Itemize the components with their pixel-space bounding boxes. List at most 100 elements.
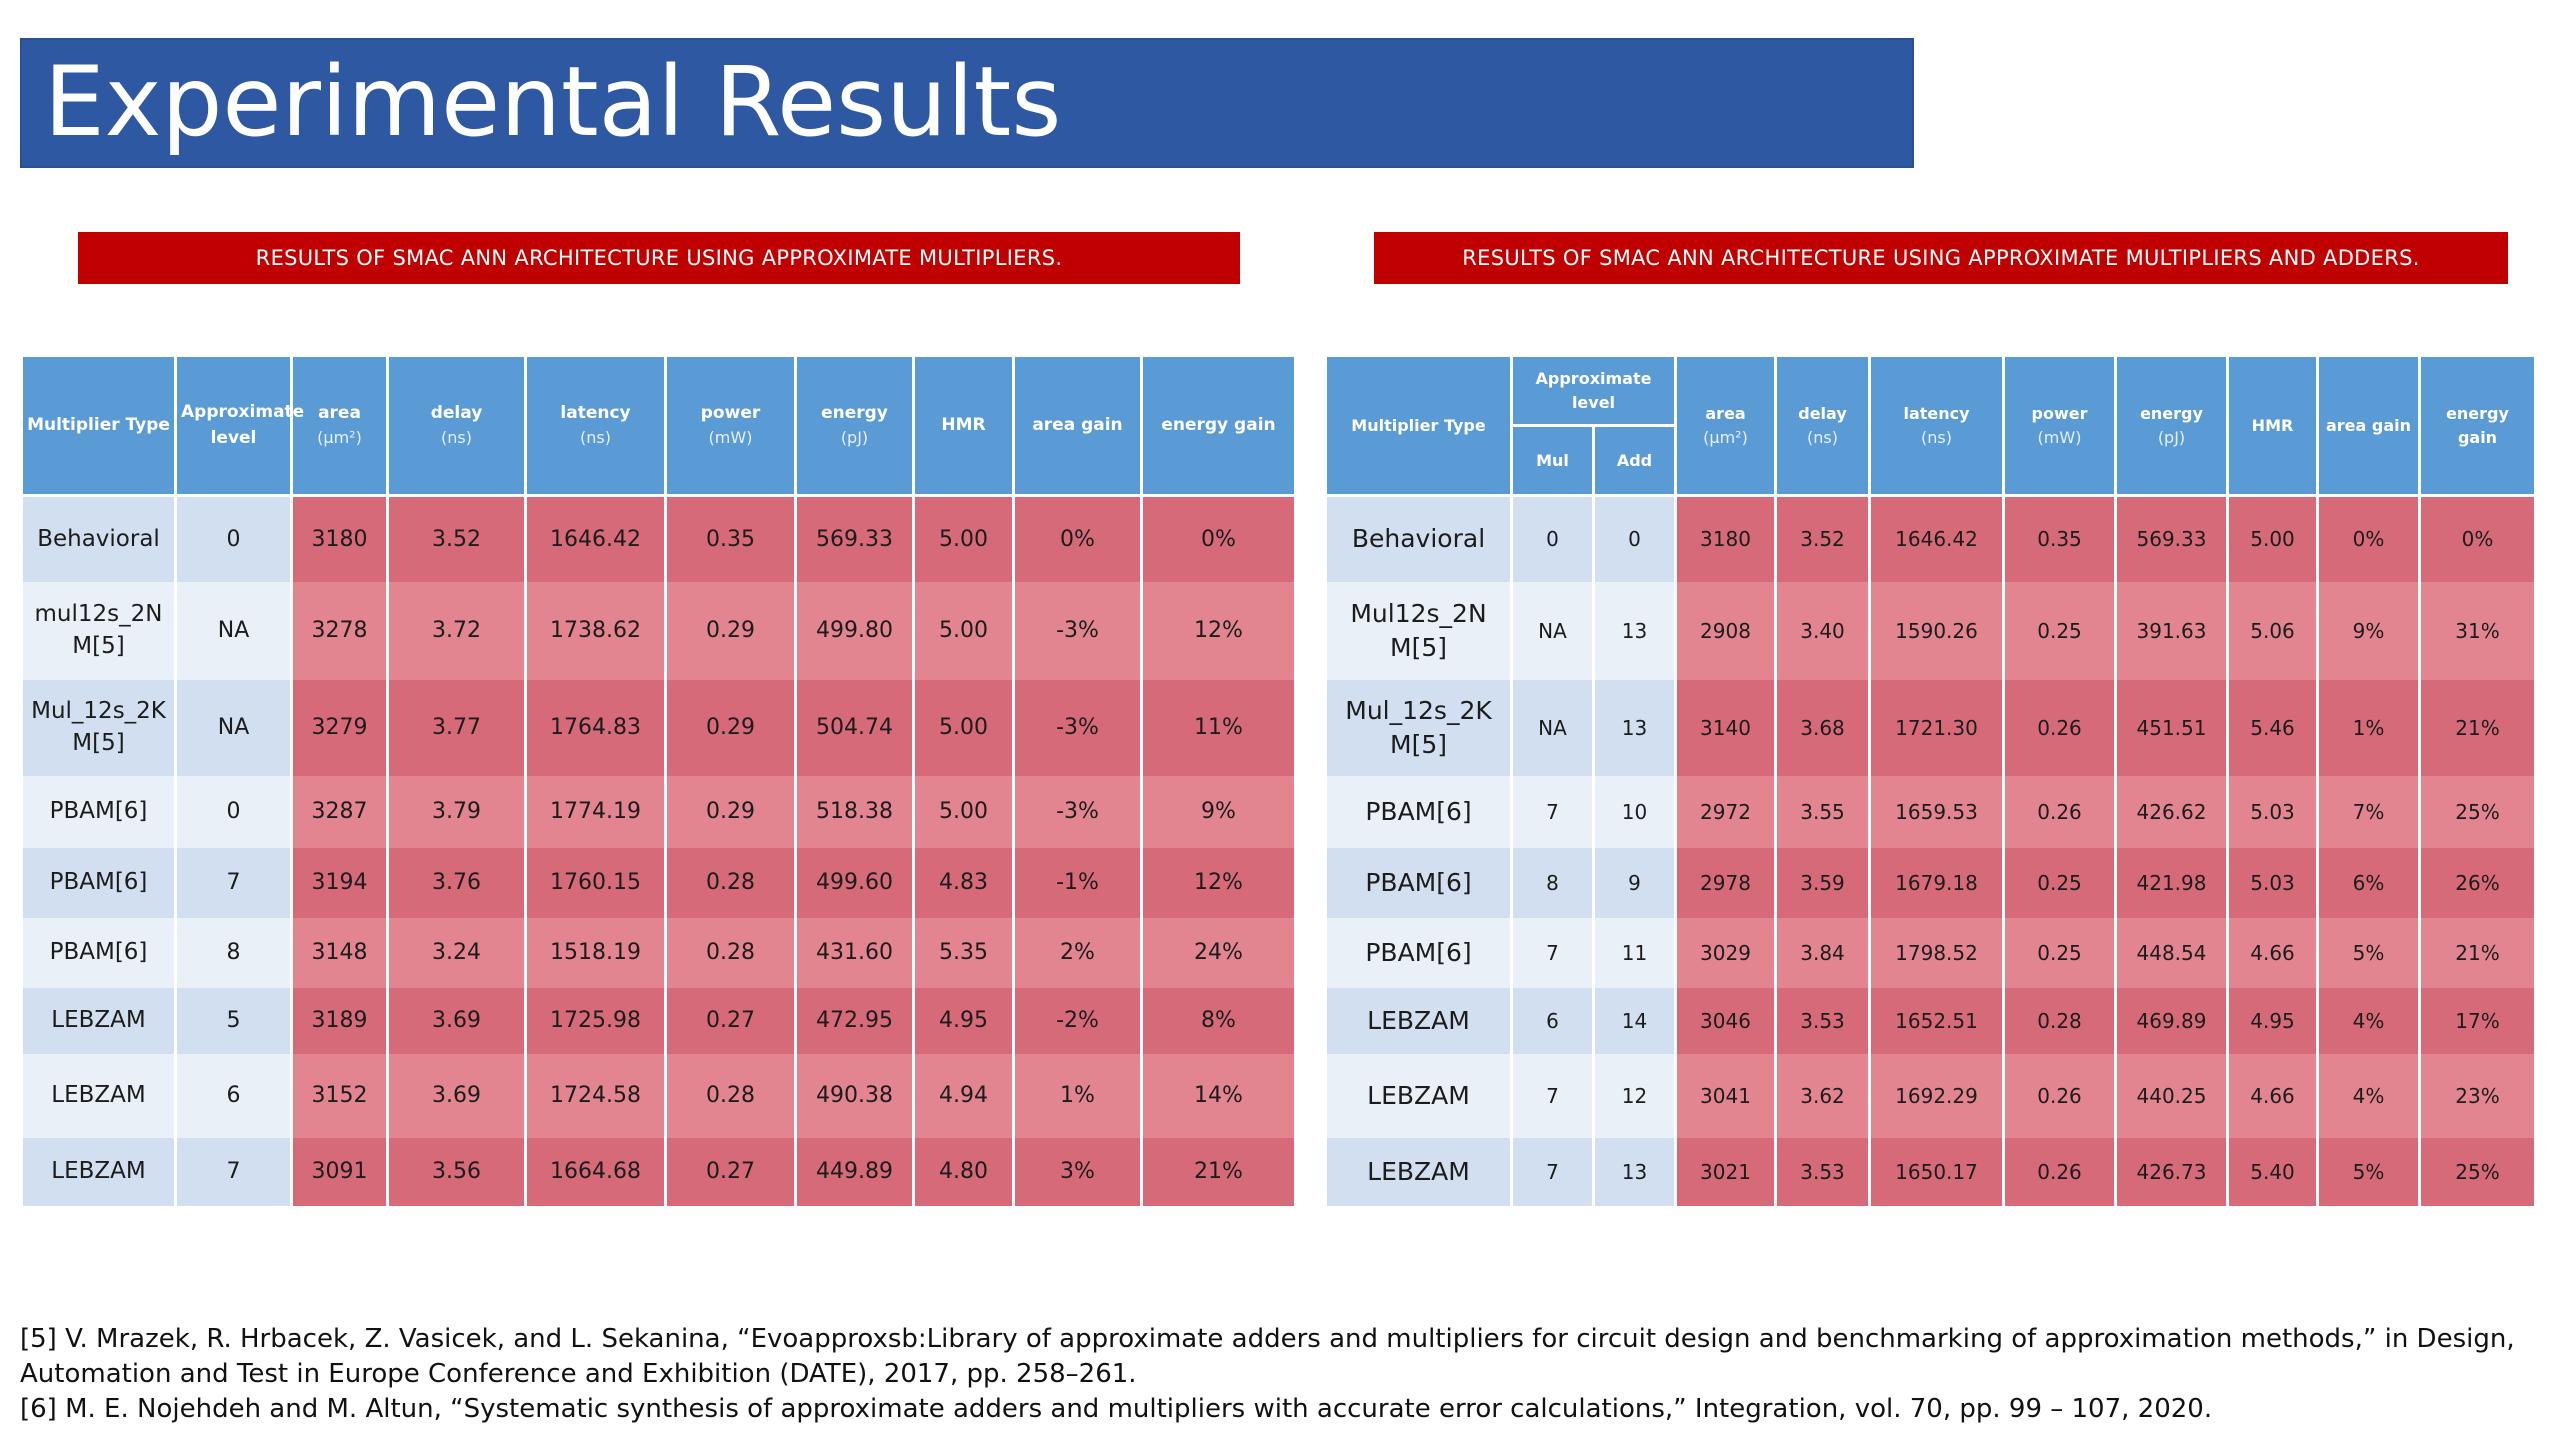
cell-hmr: 5.00 [912,495,1015,582]
cell-latency: 1774.19 [524,775,667,848]
header-power-label: power [2031,403,2088,423]
cell-energy-gain: 25% [2418,775,2537,848]
cell-area-gain: 9% [2316,581,2421,680]
cell-add-level: 12 [1592,1053,1677,1138]
cell-delay: 3.77 [386,679,527,776]
cell-area: 3279 [290,679,389,776]
cell-power: 0.29 [664,775,797,848]
cell-hmr: 4.95 [912,987,1015,1054]
cell-area: 2978 [1674,847,1777,918]
table-row: PBAM[6] 7 11 3029 3.84 1798.52 0.25 448.54 4.66 5… [1324,917,2537,988]
header-area-label: area [318,402,361,423]
cell-power: 0.27 [664,1137,797,1206]
cell-mul-level: 7 [1510,1053,1595,1138]
header-energy: energy (pJ) [2114,354,2229,497]
cell-area-gain: 2% [1012,917,1143,988]
cell-hmr: 5.40 [2226,1137,2319,1206]
cell-energy-gain: 8% [1140,987,1297,1054]
cell-power: 0.25 [2002,581,2117,680]
cell-delay: 3.69 [386,987,527,1054]
header-approximate-level: Approximate level [1510,354,1677,427]
table-row: PBAM[6] 8 3148 3.24 1518.19 0.28 431.60 5.35 2% 2… [20,917,1297,988]
cell-add-level: 13 [1592,679,1677,776]
cell-latency: 1725.98 [524,987,667,1054]
cell-hmr: 5.03 [2226,847,2319,918]
cell-delay: 3.68 [1774,679,1871,776]
cell-multiplier-type: LEBZAM [20,987,177,1054]
header-delay-unit: (ns) [441,428,472,448]
cell-approximate-level: 0 [174,775,293,848]
table-row: Mul_12s_2K M[5] NA 3279 3.77 1764.83 0.29 504.… [20,679,1297,776]
cell-hmr: 4.80 [912,1137,1015,1206]
cell-approximate-level: 8 [174,917,293,988]
cell-energy-gain: 17% [2418,987,2537,1054]
cell-area-gain: 3% [1012,1137,1143,1206]
cell-energy: 504.74 [794,679,915,776]
cell-power: 0.35 [2002,495,2117,582]
cell-energy: 431.60 [794,917,915,988]
cell-delay: 3.24 [386,917,527,988]
table-row: LEBZAM 7 3091 3.56 1664.68 0.27 449.89 4.80 3% 21… [20,1137,1297,1206]
header-energy-label: energy [821,402,888,423]
cell-area-gain: 7% [2316,775,2421,848]
cell-energy: 569.33 [794,495,915,582]
reference-6: [6] M. E. Nojehdeh and M. Altun, “System… [20,1394,2213,1424]
cell-latency: 1760.15 [524,847,667,918]
cell-delay: 3.52 [386,495,527,582]
cell-area: 2972 [1674,775,1777,848]
cell-approximate-level: 7 [174,847,293,918]
header-latency: latency (ns) [524,354,667,497]
reference-5: [5] V. Mrazek, R. Hrbacek, Z. Vasicek, a… [20,1324,2515,1389]
header-area-gain: area gain [1012,354,1143,497]
cell-energy: 440.25 [2114,1053,2229,1138]
cell-delay: 3.76 [386,847,527,918]
cell-multiplier-type: LEBZAM [1324,1137,1513,1206]
references: [5] V. Mrazek, R. Hrbacek, Z. Vasicek, a… [20,1322,2520,1427]
cell-approximate-level: 0 [174,495,293,582]
header-power: power (mW) [664,354,797,497]
cell-latency: 1652.51 [1868,987,2005,1054]
cell-delay: 3.84 [1774,917,1871,988]
cell-area-gain: -3% [1012,679,1143,776]
cell-area-gain: 0% [1012,495,1143,582]
header-mul: Mul [1510,424,1595,497]
cell-area: 3140 [1674,679,1777,776]
header-latency-label: latency [1903,403,1970,423]
table-row: LEBZAM 7 12 3041 3.62 1692.29 0.26 440.25 4.66 4%… [1324,1053,2537,1138]
header-power: power (mW) [2002,354,2117,497]
cell-hmr: 4.94 [912,1053,1015,1138]
cell-energy-gain: 12% [1140,847,1297,918]
cell-energy: 469.89 [2114,987,2229,1054]
cell-mul-level: 8 [1510,847,1595,918]
cell-add-level: 10 [1592,775,1677,848]
cell-power: 0.29 [664,679,797,776]
cell-area: 3152 [290,1053,389,1138]
slide-title: Experimental Results [44,46,1062,158]
header-energy-unit: (pJ) [2157,427,2186,447]
cell-delay: 3.52 [1774,495,1871,582]
cell-latency: 1798.52 [1868,917,2005,988]
table-row: LEBZAM 6 14 3046 3.53 1652.51 0.28 469.89 4.95 4%… [1324,987,2537,1054]
cell-energy-gain: 26% [2418,847,2537,918]
cell-energy: 472.95 [794,987,915,1054]
cell-area: 3278 [290,581,389,680]
cell-multiplier-type: PBAM[6] [20,917,177,988]
cell-energy-gain: 11% [1140,679,1297,776]
cell-energy: 426.73 [2114,1137,2229,1206]
cell-latency: 1646.42 [1868,495,2005,582]
cell-multiplier-type: LEBZAM [20,1053,177,1138]
multipliers-adders-results-table: Multiplier Type Approximate level area (μ… [1324,354,2537,1206]
cell-delay: 3.72 [386,581,527,680]
cell-energy-gain: 31% [2418,581,2537,680]
cell-latency: 1764.83 [524,679,667,776]
cell-multiplier-type: Mul12s_2N M[5] [1324,581,1513,680]
header-latency: latency (ns) [1868,354,2005,497]
cell-area-gain: 4% [2316,1053,2421,1138]
cell-delay: 3.69 [386,1053,527,1138]
header-area-unit: (μm²) [1703,427,1748,447]
cell-delay: 3.79 [386,775,527,848]
cell-energy-gain: 12% [1140,581,1297,680]
cell-area-gain: -1% [1012,847,1143,918]
cell-area-gain: -3% [1012,775,1143,848]
cell-power: 0.35 [664,495,797,582]
